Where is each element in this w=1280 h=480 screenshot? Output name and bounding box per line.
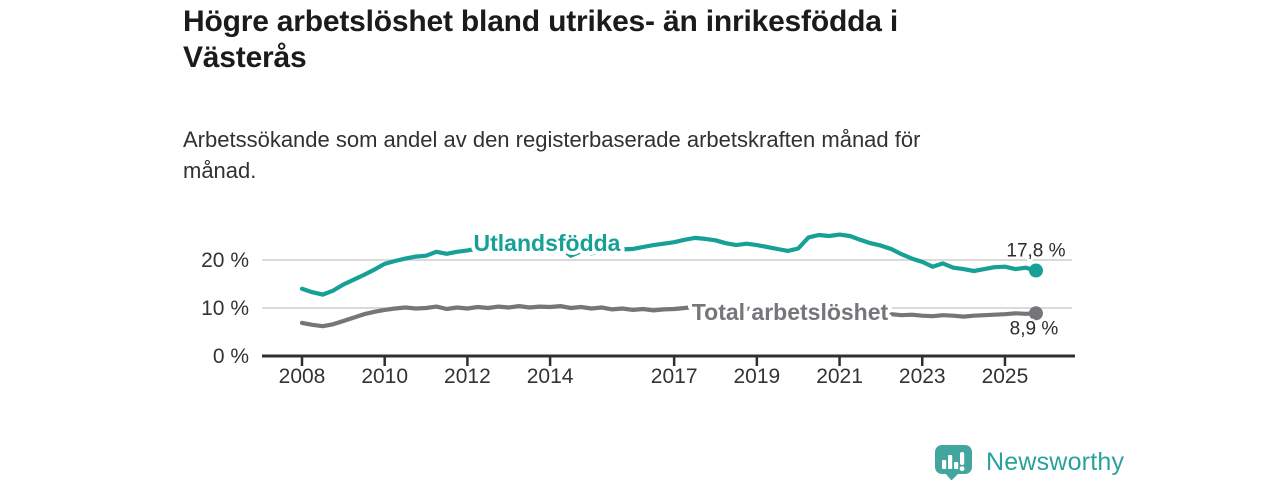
series-label-utlandsf-dda: Utlandsfödda	[474, 230, 621, 256]
x-tick-label-2014: 2014	[527, 365, 574, 388]
x-tick-label-2012: 2012	[444, 365, 491, 388]
x-tick-label-2021: 2021	[816, 365, 863, 388]
header: Högre arbetslöshet bland utrikes- än inr…	[183, 4, 1083, 76]
x-tick-label-2025: 2025	[982, 365, 1029, 388]
chart-subtitle-line-2: månad.	[183, 158, 257, 183]
series-label-total-arbetsl-shet: Total arbetslöshet	[692, 299, 889, 325]
x-tick-label-2010: 2010	[361, 365, 408, 388]
chart-title: Högre arbetslöshet bland utrikes- än inr…	[183, 4, 1083, 76]
series-line-utlandsf-dda	[299, 232, 1039, 297]
x-tick-label-2023: 2023	[899, 365, 946, 388]
end-dot-utlandsf-dda	[1028, 263, 1043, 278]
chart-title-line-2: Västerås	[183, 41, 307, 74]
end-value-label-utlandsf-dda: 17,8 %	[1006, 241, 1065, 262]
y-tick-label-10: 10 %	[201, 297, 249, 320]
end-dot-total-arbetsl-shet	[1028, 306, 1043, 321]
end-value-label-total-arbetsl-shet: 8,9 %	[1010, 318, 1059, 339]
x-tick-label-2008: 2008	[279, 365, 326, 388]
newsworthy-wordmark: Newsworthy	[986, 448, 1125, 476]
x-tick-label-2019: 2019	[733, 365, 780, 388]
chart-subtitle: Arbetssökande som andel av den registerb…	[183, 124, 1063, 186]
newsworthy-bar-chart-icon	[935, 445, 972, 480]
series-line-total-arbetsl-shet	[299, 304, 1039, 329]
chart-title-line-1: Högre arbetslöshet bland utrikes- än inr…	[183, 5, 898, 38]
chart-subtitle-line-1: Arbetssökande som andel av den registerb…	[183, 127, 921, 152]
y-tick-label-0: 0 %	[213, 345, 249, 368]
y-tick-label-20: 20 %	[201, 249, 249, 272]
newsworthy-logo[interactable]: Newsworthy	[934, 444, 1124, 480]
x-tick-label-2017: 2017	[651, 365, 698, 388]
